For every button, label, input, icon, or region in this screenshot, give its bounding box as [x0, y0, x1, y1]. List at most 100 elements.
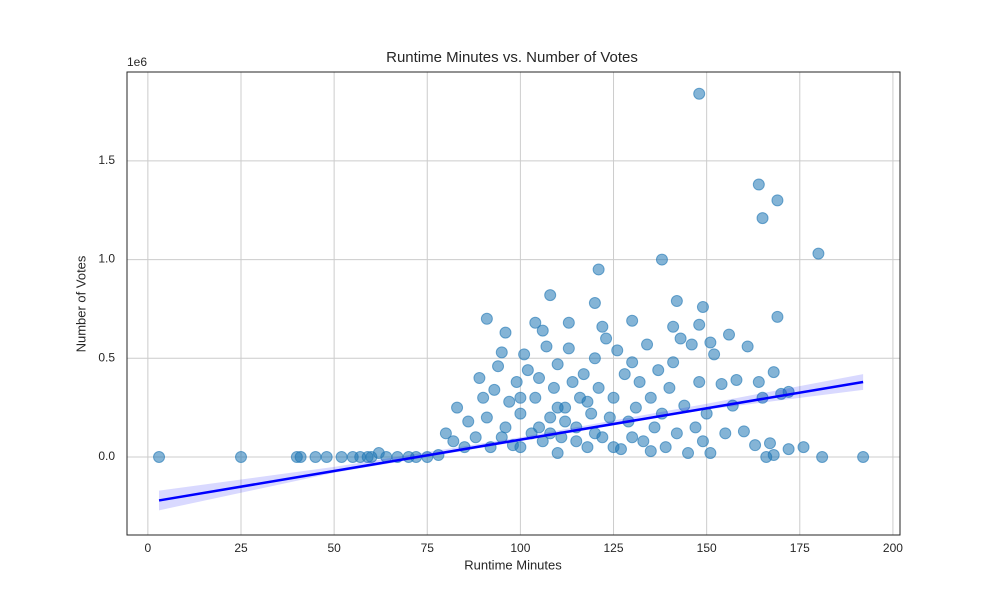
point	[533, 372, 546, 385]
point	[480, 312, 493, 325]
point	[797, 441, 810, 454]
point	[585, 407, 598, 420]
point	[816, 451, 829, 464]
point	[682, 447, 695, 460]
x-tick-label: 75	[421, 541, 435, 555]
point	[570, 435, 583, 448]
point	[685, 338, 698, 351]
point	[153, 451, 166, 464]
point	[562, 342, 575, 355]
point	[551, 447, 564, 460]
point	[510, 375, 523, 388]
point	[771, 194, 784, 207]
point	[663, 381, 676, 394]
point	[234, 451, 247, 464]
point	[596, 320, 609, 333]
point	[723, 328, 736, 341]
y-tick-label: 1.5	[98, 153, 115, 167]
point	[551, 358, 564, 371]
point	[719, 427, 732, 440]
point	[667, 356, 680, 369]
point	[462, 415, 475, 428]
point	[529, 316, 542, 329]
point	[659, 441, 672, 454]
point	[469, 431, 482, 444]
point	[309, 451, 322, 464]
point	[588, 297, 601, 310]
point	[644, 391, 657, 404]
y-tick-label: 0.5	[98, 350, 115, 364]
point	[607, 391, 620, 404]
point	[857, 451, 870, 464]
point	[492, 360, 505, 373]
x-tick-label: 125	[604, 541, 624, 555]
point	[607, 441, 620, 454]
point	[451, 401, 464, 414]
x-tick-label: 50	[327, 541, 341, 555]
point	[320, 451, 333, 464]
point	[670, 427, 683, 440]
x-tick-label: 0	[145, 541, 152, 555]
point	[674, 332, 687, 345]
point	[477, 391, 490, 404]
point	[689, 421, 702, 434]
point	[771, 310, 784, 323]
x-tick-label: 200	[883, 541, 903, 555]
point	[633, 375, 646, 388]
point	[644, 445, 657, 458]
point	[763, 437, 776, 450]
point	[600, 332, 613, 345]
point	[782, 443, 795, 456]
point	[704, 336, 717, 349]
plot-frame	[126, 71, 901, 536]
x-tick-label: 150	[697, 541, 717, 555]
point	[667, 320, 680, 333]
point	[529, 391, 542, 404]
point	[704, 447, 717, 460]
point	[533, 421, 546, 434]
x-axis-label: Runtime Minutes	[464, 557, 562, 572]
point	[566, 375, 579, 388]
point	[696, 300, 709, 313]
point	[592, 381, 605, 394]
point	[708, 348, 721, 361]
point	[752, 375, 765, 388]
point	[618, 368, 631, 381]
point	[641, 338, 654, 351]
point	[626, 314, 639, 327]
point	[730, 374, 743, 387]
point	[626, 356, 639, 369]
point	[756, 212, 769, 225]
point	[499, 326, 512, 339]
point	[335, 451, 348, 464]
point	[551, 401, 564, 414]
point	[626, 431, 639, 444]
point	[693, 375, 706, 388]
point	[514, 407, 527, 420]
y-tick-label: 0.0	[98, 449, 115, 463]
point	[581, 441, 594, 454]
point	[693, 87, 706, 100]
point	[294, 451, 307, 464]
point	[499, 421, 512, 434]
point	[518, 348, 531, 361]
point	[577, 368, 590, 381]
regression-line	[158, 380, 864, 502]
point	[488, 383, 501, 396]
y-axis-label: Number of Votes	[73, 255, 88, 352]
point	[562, 316, 575, 329]
point	[637, 435, 650, 448]
x-tick-label: 100	[510, 541, 530, 555]
point	[588, 427, 601, 440]
point	[536, 324, 549, 337]
point	[503, 395, 516, 408]
y-tick-label: 1.0	[98, 252, 115, 266]
point	[741, 340, 754, 353]
point	[715, 377, 728, 390]
point	[693, 318, 706, 331]
point	[514, 441, 527, 454]
point	[544, 411, 557, 424]
point	[752, 178, 765, 191]
point	[480, 411, 493, 424]
